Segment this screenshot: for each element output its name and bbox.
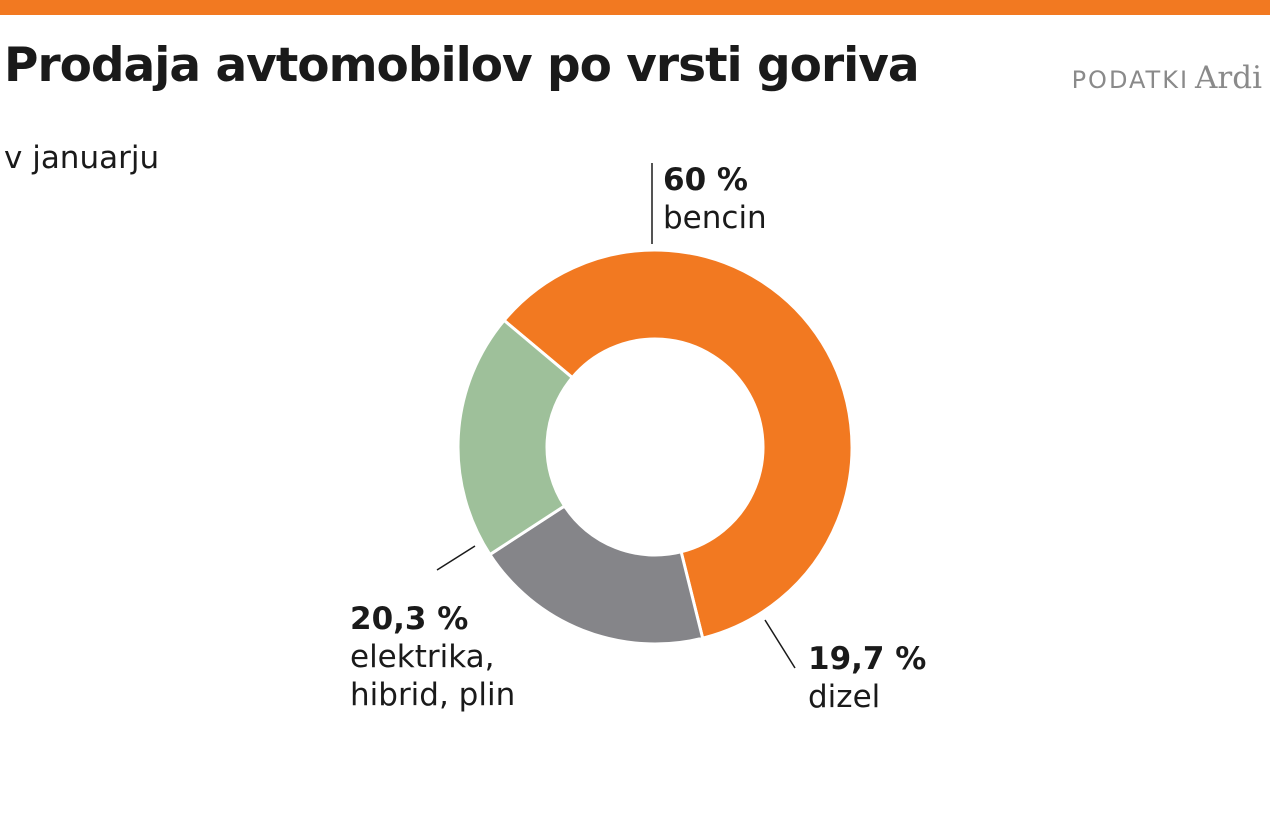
chart-subtitle: v januarju: [4, 140, 160, 176]
source-name: Ardi: [1195, 60, 1262, 96]
source-label: PODATKI: [1071, 66, 1190, 94]
slice-name-elektrika-line-2: hibrid, plin: [350, 677, 516, 713]
leader-line-elektrika: [436, 545, 476, 571]
slice-name-bencin: bencin: [663, 200, 767, 236]
slice-value-bencin: 60 %: [663, 162, 748, 198]
slice-value-dizel: 19,7 %: [808, 641, 927, 677]
slice-value-elektrika: 20,3 %: [350, 601, 469, 637]
slice-label-dizel: 19,7 % dizel: [808, 640, 926, 716]
slice-bencin: [501, 248, 854, 640]
slice-dizel: [487, 503, 705, 646]
slice-elektrika: [456, 318, 575, 557]
source-credit: PODATKI Ardi: [1072, 60, 1262, 96]
slice-label-elektrika: 20,3 % elektrika, hibrid, plin: [350, 600, 515, 714]
leader-line-dizel: [764, 619, 796, 669]
chart-title: Prodaja avtomobilov po vrsti goriva: [4, 38, 920, 93]
accent-bar: [0, 0, 1270, 15]
slice-label-bencin: 60 % bencin: [663, 161, 767, 237]
slice-name-dizel: dizel: [808, 679, 881, 715]
slice-name-elektrika-line-1: elektrika,: [350, 639, 495, 675]
